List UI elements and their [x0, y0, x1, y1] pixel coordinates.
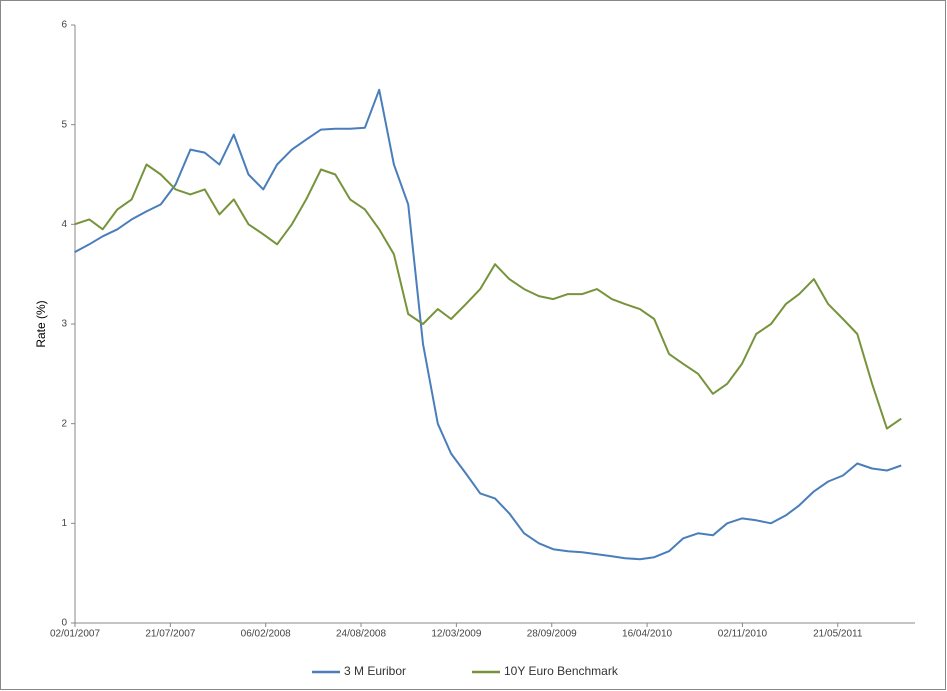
x-tick-label: 21/07/2007 — [145, 629, 195, 640]
y-tick-label: 0 — [61, 618, 67, 629]
series-line — [74, 88, 902, 561]
series-line — [74, 163, 902, 430]
x-tick-label: 06/02/2008 — [241, 629, 291, 640]
x-tick-label: 16/04/2010 — [622, 629, 672, 640]
x-tick-label: 28/09/2009 — [527, 629, 577, 640]
x-tick-label: 02/01/2007 — [50, 629, 100, 640]
x-tick-label: 12/03/2009 — [431, 629, 481, 640]
y-tick-label: 6 — [61, 20, 67, 31]
x-tick-label: 02/11/2010 — [718, 629, 768, 640]
y-tick-label: 4 — [61, 219, 67, 230]
y-tick-label: 2 — [61, 418, 67, 429]
y-tick-label: 5 — [61, 119, 67, 130]
y-tick-label: 3 — [61, 319, 67, 330]
x-tick-label: 21/05/2011 — [813, 629, 863, 640]
y-tick-label: 1 — [61, 518, 67, 529]
x-tick-label: 24/08/2008 — [336, 629, 386, 640]
legend-label: 3 M Euribor — [344, 664, 406, 678]
y-axis-label: Rate (%) — [34, 300, 48, 347]
legend-label: 10Y Euro Benchmark — [504, 664, 619, 678]
